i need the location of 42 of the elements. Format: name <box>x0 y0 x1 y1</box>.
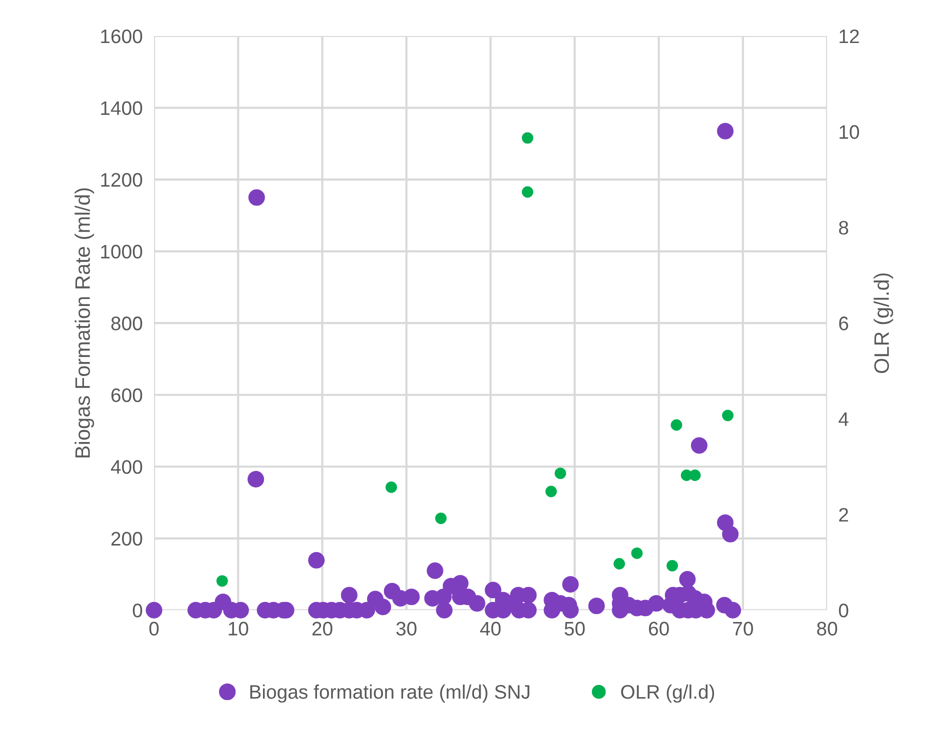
y-tick-label: 1400 <box>101 101 142 116</box>
y-tick-label: 1000 <box>101 244 142 259</box>
x-tick-label: 10 <box>228 622 248 636</box>
y2-tick-label: 4 <box>838 412 848 426</box>
x-tick-label: 70 <box>733 622 753 636</box>
point <box>614 558 625 570</box>
y2-tick-label: 6 <box>839 316 848 330</box>
y-axis-title: Biogas Formation Rate (ml/d) <box>74 188 94 458</box>
y2-tick-label: 0 <box>838 604 848 618</box>
point <box>386 481 397 493</box>
x-tick-label: 0 <box>149 622 159 636</box>
x-tick-label: 80 <box>817 622 838 636</box>
y2-tick-label: 8 <box>839 220 848 235</box>
y-tick-label: 1200 <box>101 173 142 187</box>
point <box>435 512 447 524</box>
point <box>666 560 678 572</box>
point <box>689 470 701 481</box>
y-tick-label: 200 <box>111 532 142 546</box>
y-tick-label: 600 <box>111 388 142 402</box>
point <box>545 486 557 498</box>
y2-axis-title: OLR (g/l.d) <box>874 273 894 374</box>
point <box>631 548 643 559</box>
point <box>522 186 534 198</box>
point <box>216 575 228 587</box>
legend-label: OLR (g/l.d) <box>621 684 714 703</box>
y-tick-label: 800 <box>111 316 142 330</box>
y2-tick-label: 10 <box>840 125 860 139</box>
x-tick-label: 30 <box>396 622 416 636</box>
y-tick-label: 1600 <box>101 29 142 44</box>
y-tick-label: 400 <box>110 460 142 474</box>
y2-tick-label: 2 <box>839 508 848 522</box>
x-tick-label: 60 <box>648 622 669 636</box>
point <box>722 410 734 422</box>
x-tick-label: 40 <box>480 622 501 636</box>
legend-label: Biogas formation rate (ml/d) SNJ <box>250 684 530 703</box>
y-tick-label: 0 <box>132 604 142 618</box>
y2-tick-label: 12 <box>840 29 859 44</box>
point <box>522 132 534 144</box>
point <box>670 419 682 431</box>
x-tick-label: 20 <box>312 622 332 636</box>
x-tick-label: 50 <box>564 622 585 636</box>
point <box>554 468 566 480</box>
